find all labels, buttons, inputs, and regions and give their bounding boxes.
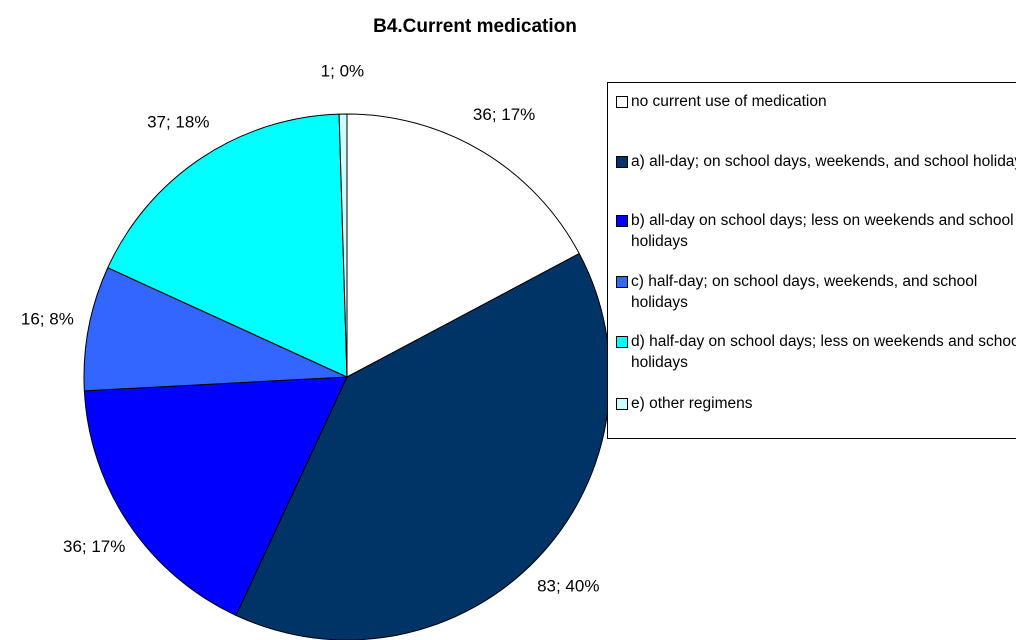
pie-slice — [338, 113, 348, 378]
legend-swatch — [616, 336, 628, 348]
legend-label: e) other regimens — [631, 395, 753, 412]
legend-swatch — [616, 398, 628, 410]
data-label: 36; 17% — [63, 537, 125, 556]
legend-label: c) half-day; on school days, weekends, a… — [631, 273, 978, 311]
legend-label: b) all-day on school days; less on weeke… — [631, 212, 1014, 250]
legend-swatch — [616, 96, 628, 108]
legend-entry: b) all-day on school days; less on weeke… — [616, 210, 1016, 252]
legend-swatch — [616, 156, 628, 168]
data-label: 1; 0% — [321, 62, 364, 81]
data-label: 16; 8% — [21, 310, 74, 329]
pie-slice — [83, 267, 348, 392]
legend-label: a) all-day; on school days, weekends, an… — [631, 153, 1016, 170]
legend-entry: c) half-day; on school days, weekends, a… — [616, 271, 1016, 313]
pie-slice — [83, 376, 348, 617]
legend-label: no current use of medication — [631, 93, 827, 110]
pie-slice — [107, 113, 348, 378]
legend-label: d) half-day on school days; less on week… — [631, 333, 1016, 371]
chart-title: B4.Current medication — [373, 16, 577, 37]
legend-swatch — [616, 215, 628, 227]
legend-swatch — [616, 276, 628, 288]
legend-entry: d) half-day on school days; less on week… — [616, 331, 1016, 373]
data-label: 83; 40% — [537, 576, 599, 595]
legend-entry: e) other regimens — [616, 393, 1016, 414]
data-label: 36; 17% — [473, 105, 535, 124]
legend-entry: a) all-day; on school days, weekends, an… — [616, 151, 1016, 172]
data-label: 37; 18% — [147, 112, 209, 131]
legend-entry: no current use of medication — [616, 91, 1016, 112]
legend: no current use of medication a) all-day; … — [607, 82, 1016, 439]
pie-slice — [346, 113, 580, 378]
